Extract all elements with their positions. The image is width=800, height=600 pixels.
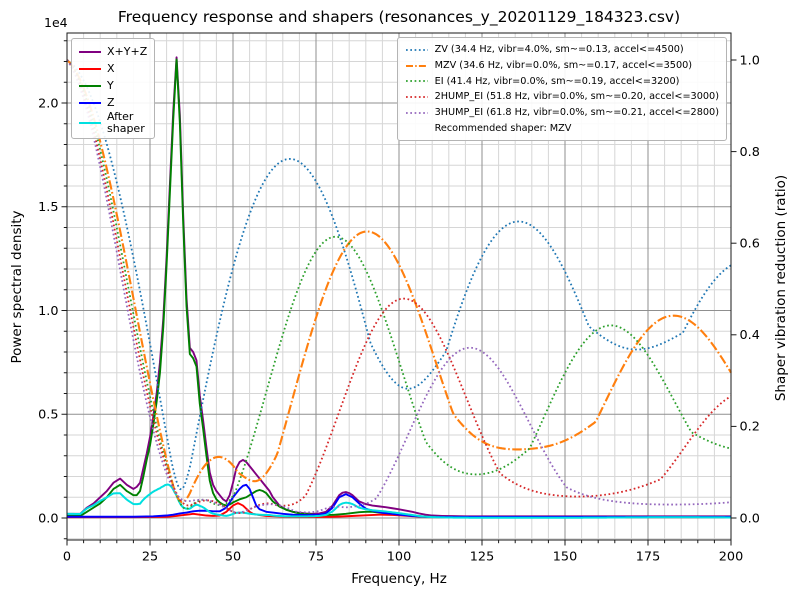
legend-line-swatch	[405, 80, 428, 83]
tick-label: 100	[387, 550, 411, 565]
axis-ticks	[61, 40, 737, 546]
psd-legend: X+Y+Z X Y Z After shaper	[71, 38, 156, 139]
legend-item-label: Z	[107, 95, 115, 109]
legend-item-label: EI (41.4 Hz, vibr=0.0%, sm~=0.19, accel<…	[434, 75, 680, 87]
tick-label: 0	[63, 550, 71, 565]
tick-label: 125	[470, 550, 494, 565]
legend-item-x: X	[79, 60, 147, 77]
chart-title: Frequency response and shapers (resonanc…	[117, 8, 681, 26]
legend-item-label: 3HUMP_EI (61.8 Hz, vibr=0.0%, sm~=0.21, …	[434, 107, 719, 119]
legend-line-swatch	[405, 64, 428, 67]
tick-label: 175	[636, 550, 660, 565]
legend-line-swatch	[79, 50, 101, 53]
legend-item-after-shaper: After shaper	[79, 111, 147, 134]
legend-item-3hump-ei: 3HUMP_EI (61.8 Hz, vibr=0.0%, sm~=0.21, …	[405, 105, 719, 121]
tick-label: 150	[553, 550, 577, 565]
legend-item-label: MZV (34.6 Hz, vibr=0.0%, sm~=0.17, accel…	[434, 60, 693, 72]
tick-label: 25	[142, 550, 158, 565]
tick-label: 0.0	[38, 511, 58, 526]
legend-line-swatch	[79, 121, 101, 124]
legend-item-label: Y	[107, 78, 114, 92]
tick-label: 0.5	[38, 408, 58, 423]
legend-item-recommended-shaper: Recommended shaper: MZV	[405, 120, 719, 136]
legend-item-label: X+Y+Z	[107, 44, 148, 58]
tick-label: 200	[719, 550, 743, 565]
tick-label: 1.5	[38, 200, 58, 215]
y-left-axis-label: Power spectral density	[9, 210, 25, 364]
legend-line-swatch	[79, 67, 101, 70]
legend-item-y: Y	[79, 77, 147, 94]
legend-item-label: After shaper	[107, 110, 145, 135]
x-axis-label: Frequency, Hz	[351, 571, 447, 587]
psd-curve-x-y-z	[67, 56, 731, 518]
legend-line-swatch	[405, 96, 428, 98]
psd-curve-z	[67, 483, 731, 518]
legend-line-swatch	[79, 101, 101, 104]
legend-line-swatch	[405, 111, 428, 114]
tick-label: 0.4	[740, 328, 760, 343]
legend-item-label: X	[107, 61, 115, 75]
legend-item-label: Recommended shaper: MZV	[434, 122, 572, 134]
tick-label: 0.0	[740, 511, 760, 526]
shaper-curve-3hump-ei	[66, 59, 732, 514]
tick-label: 0.8	[740, 145, 760, 160]
axis-tick-labels: 0 25 50 75 100 125 150 175 200 0.0 0.5 1.0 1.5 2.0 0.0…	[38, 53, 760, 564]
tick-label: 75	[308, 550, 324, 565]
legend-item-zv: ZV (34.4 Hz, vibr=4.0%, sm~=0.13, accel<…	[405, 42, 719, 58]
legend-item-2hump-ei: 2HUMP_EI (51.8 Hz, vibr=0.0%, sm~=0.20, …	[405, 89, 719, 105]
tick-label: 2.0	[38, 96, 58, 111]
shaper-curve-ei	[66, 59, 732, 510]
tick-label: 1.0	[740, 53, 760, 68]
legend-item-label: 2HUMP_EI (51.8 Hz, vibr=0.0%, sm~=0.20, …	[434, 91, 719, 103]
legend-item-z: Z	[79, 94, 147, 111]
y-axis-offset-label: 1e4	[44, 15, 68, 30]
legend-item-ei: EI (41.4 Hz, vibr=0.0%, sm~=0.19, accel<…	[405, 73, 719, 89]
tick-label: 0.2	[740, 420, 760, 435]
shaper-curve-zv	[66, 59, 732, 491]
tick-label: 50	[225, 550, 241, 565]
legend-line-swatch	[79, 84, 101, 87]
legend-line-swatch	[405, 48, 428, 51]
y-right-axis-label: Shaper vibration reduction (ratio)	[773, 174, 789, 402]
shaper-curves	[66, 59, 732, 514]
legend-item-label: ZV (34.4 Hz, vibr=4.0%, sm~=0.13, accel<…	[434, 44, 684, 56]
psd-curve-y	[67, 58, 731, 518]
legend-line-swatch	[405, 123, 429, 133]
tick-label: 0.6	[740, 237, 760, 252]
legend-item-x-y-z: X+Y+Z	[79, 43, 147, 60]
shaper-legend: ZV (34.4 Hz, vibr=4.0%, sm~=0.13, accel<…	[396, 37, 727, 142]
tick-label: 1.0	[38, 304, 58, 319]
legend-item-mzv: MZV (34.6 Hz, vibr=0.0%, sm~=0.17, accel…	[405, 58, 719, 74]
